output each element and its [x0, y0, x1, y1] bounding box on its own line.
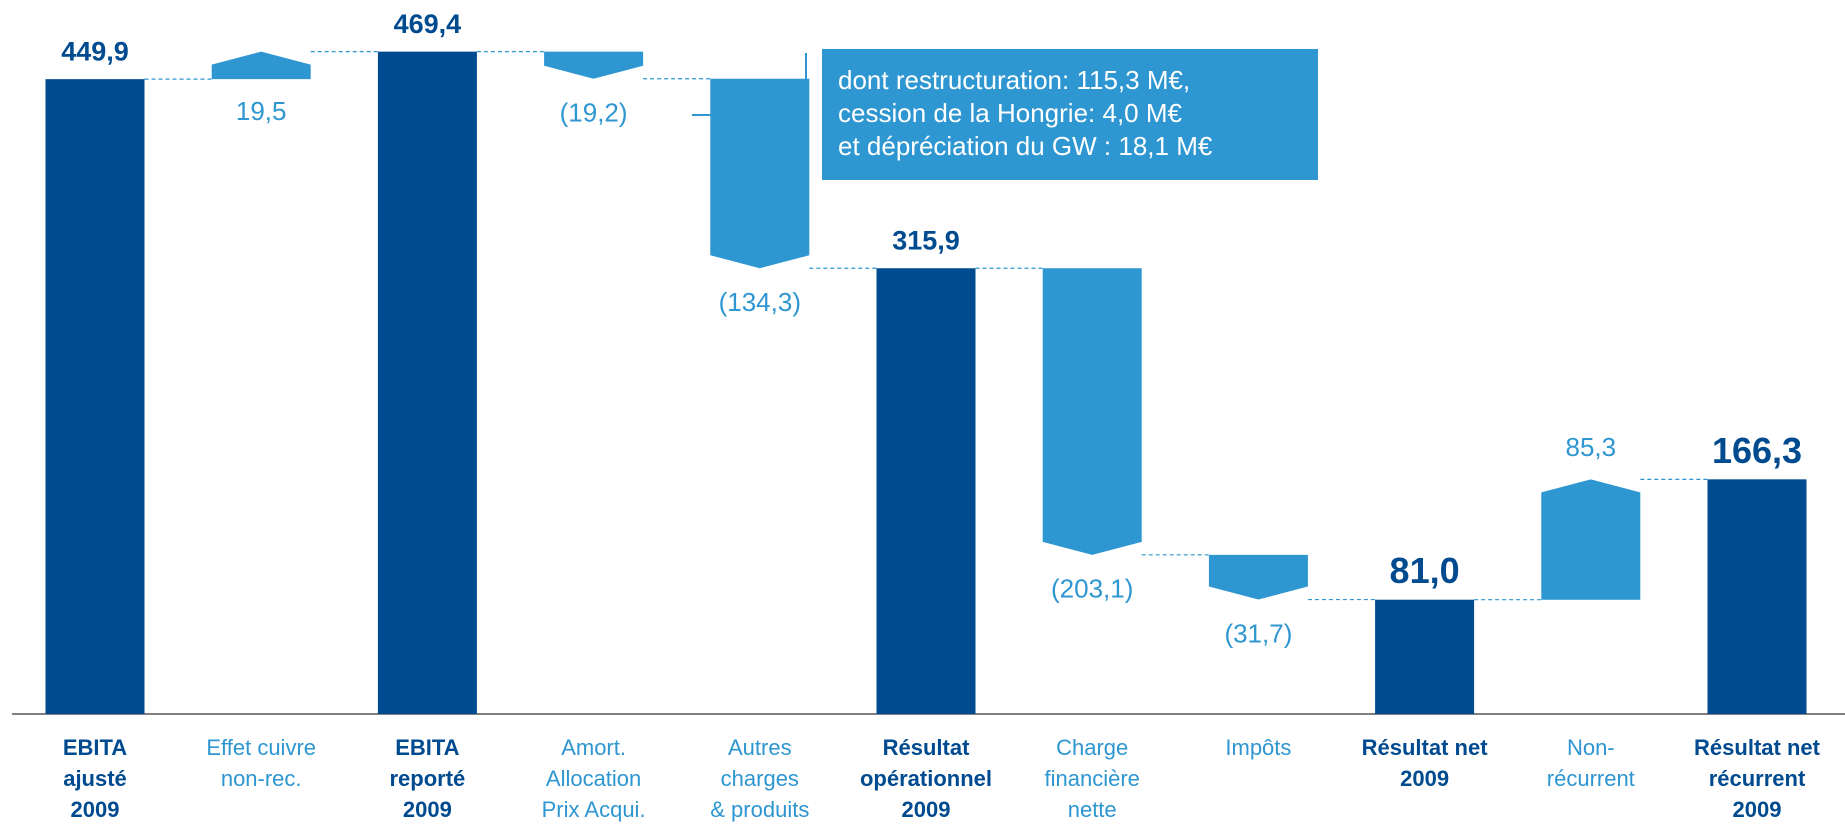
bar	[1707, 479, 1807, 714]
x-tick-label: Non-	[1567, 735, 1615, 760]
value-label: (19,2)	[560, 98, 628, 128]
x-tick-label: Charge	[1056, 735, 1128, 760]
x-tick-label: Amort.	[561, 735, 626, 760]
x-tick-label: 2009	[403, 797, 452, 822]
x-tick-label: récurrent	[1547, 766, 1635, 791]
x-tick-label: Résultat	[883, 735, 970, 760]
bar	[876, 268, 976, 714]
bar	[1042, 268, 1142, 555]
annotation-text: et dépréciation du GW : 18,1 M€	[838, 131, 1213, 161]
bar	[1375, 599, 1475, 714]
x-tick-label: financière	[1045, 766, 1140, 791]
x-tick-label: 2009	[71, 797, 120, 822]
annotation-box	[822, 49, 1318, 180]
bar	[710, 78, 810, 269]
x-tick-label: Allocation	[546, 766, 641, 791]
bar	[1208, 554, 1308, 600]
x-tick-label: charges	[721, 766, 799, 791]
x-tick-label: Impôts	[1225, 735, 1291, 760]
bar	[544, 51, 644, 79]
x-tick-label: & produits	[710, 797, 809, 822]
x-tick-label: EBITA	[63, 735, 127, 760]
value-label: 449,9	[61, 36, 129, 66]
value-label: 315,9	[892, 225, 960, 255]
x-tick-label: 2009	[902, 797, 951, 822]
x-tick-label: Résultat net	[1362, 735, 1489, 760]
value-label: (31,7)	[1224, 618, 1292, 648]
x-tick-label: EBITA	[395, 735, 459, 760]
x-tick-label: 2009	[1733, 797, 1782, 822]
bar	[211, 51, 311, 80]
x-tick-label: récurrent	[1709, 766, 1806, 791]
x-tick-label: ajusté	[63, 766, 127, 791]
x-tick-label: Résultat net	[1694, 735, 1821, 760]
value-label: 81,0	[1390, 550, 1460, 591]
bar	[377, 51, 477, 714]
annotation-text: cession de la Hongrie: 4,0 M€	[838, 98, 1183, 128]
annotation-text: dont restructuration: 115,3 M€,	[838, 65, 1190, 95]
x-tick-label: Autres	[728, 735, 792, 760]
value-label: (134,3)	[719, 287, 801, 317]
x-tick-label: opérationnel	[860, 766, 992, 791]
x-tick-label: nette	[1068, 797, 1117, 822]
x-tick-label: non-rec.	[221, 766, 302, 791]
x-tick-label: 2009	[1400, 766, 1449, 791]
bar	[45, 79, 145, 714]
value-label: 469,4	[394, 9, 462, 39]
value-label: 166,3	[1712, 430, 1802, 471]
x-tick-label: Effet cuivre	[206, 735, 316, 760]
x-tick-label: reporté	[390, 766, 466, 791]
value-label: (203,1)	[1051, 574, 1133, 604]
value-label: 85,3	[1565, 432, 1616, 462]
value-label: 19,5	[236, 96, 287, 126]
bar	[1541, 479, 1641, 600]
x-tick-label: Prix Acqui.	[542, 797, 646, 822]
